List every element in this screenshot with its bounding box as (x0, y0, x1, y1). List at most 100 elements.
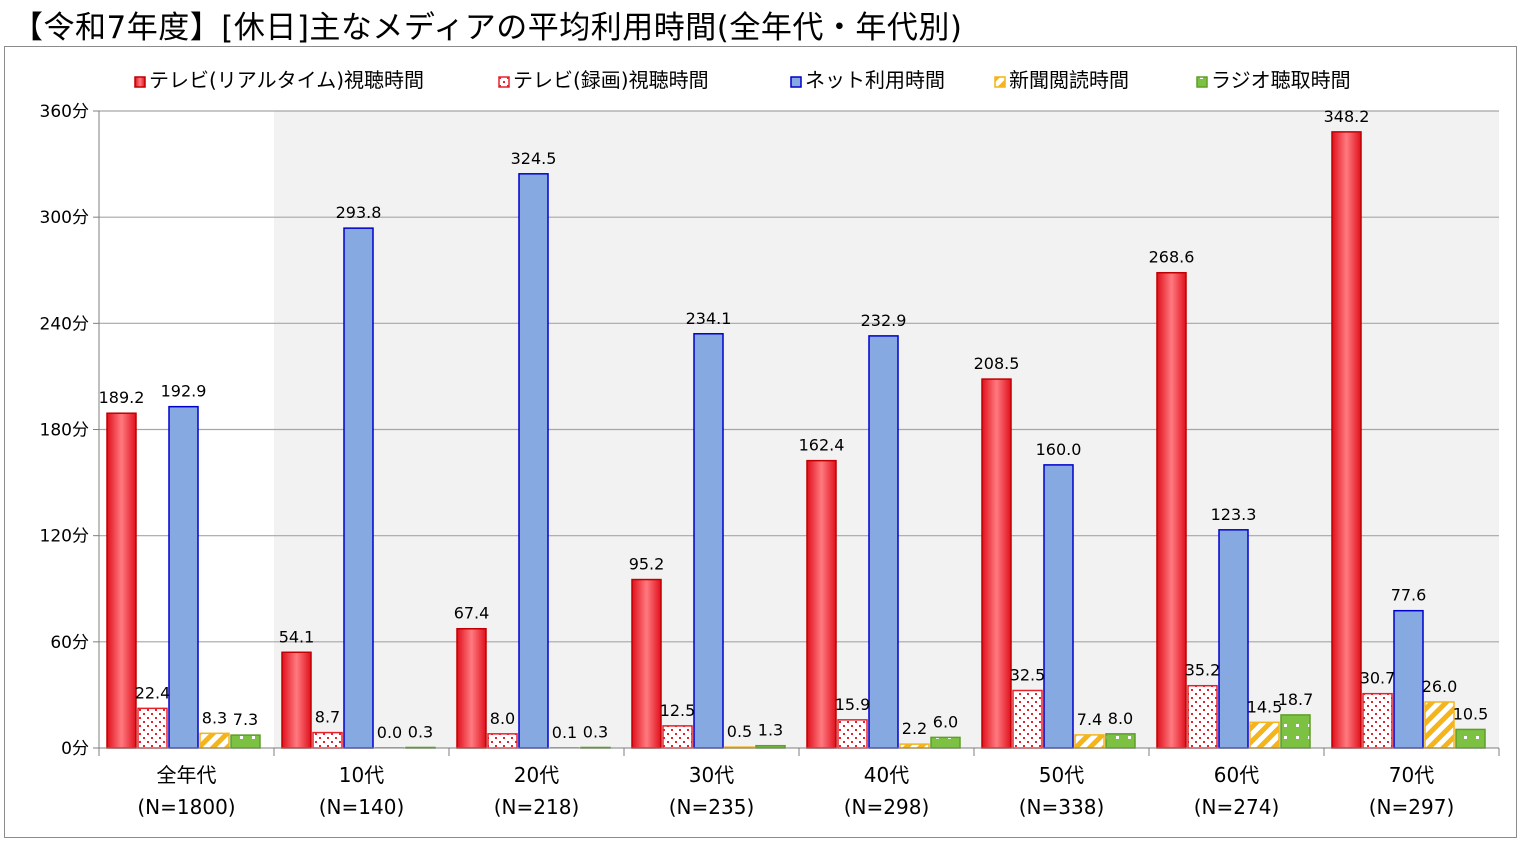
bar (1280, 714, 1311, 749)
bar (168, 405, 199, 749)
bar (456, 627, 487, 749)
category-label: 10代 (339, 763, 384, 787)
data-label: 26.0 (1422, 677, 1458, 696)
bar (518, 173, 549, 749)
data-label: 162.4 (799, 436, 845, 455)
data-label: 2.2 (902, 719, 927, 738)
data-label: 234.1 (686, 309, 732, 328)
data-label: 268.6 (1149, 248, 1195, 267)
category-sublabel: (N=218) (494, 795, 580, 819)
category-label: 60代 (1214, 763, 1259, 787)
data-label: 8.0 (490, 709, 515, 728)
y-tick-label: 60分 (50, 633, 89, 653)
data-label: 54.1 (279, 627, 315, 646)
data-label: 67.4 (454, 604, 490, 623)
bar (312, 731, 343, 749)
data-label: 189.2 (99, 388, 145, 407)
data-label: 348.2 (1324, 107, 1370, 126)
data-label: 1.3 (758, 721, 783, 740)
bar (693, 333, 724, 749)
bar (1455, 728, 1486, 749)
category-label: 40代 (864, 763, 909, 787)
bar (1218, 529, 1249, 749)
y-tick-label: 360分 (40, 102, 89, 122)
bar (1187, 684, 1218, 749)
bar (930, 736, 961, 749)
bar (343, 227, 374, 749)
data-label: 7.4 (1077, 710, 1102, 729)
category-sublabel: (N=297) (1369, 795, 1455, 819)
category-label: 70代 (1389, 763, 1434, 787)
data-label: 7.3 (233, 710, 258, 729)
data-label: 0.5 (727, 722, 752, 741)
legend-swatch (790, 76, 802, 88)
data-label: 15.9 (835, 695, 871, 714)
data-label: 30.7 (1360, 669, 1396, 688)
category-label: 30代 (689, 763, 734, 787)
data-label: 232.9 (861, 311, 907, 330)
bar (837, 719, 868, 749)
data-label: 0.0 (377, 723, 402, 742)
bar (137, 707, 168, 749)
legend-entry: ネット利用時間 (805, 68, 945, 92)
legend-swatch (134, 76, 146, 88)
y-tick-label: 300分 (40, 208, 89, 228)
bar (806, 459, 837, 749)
category-sublabel: (N=1800) (137, 795, 235, 819)
category-label: 全年代 (157, 763, 217, 787)
data-label: 208.5 (974, 354, 1020, 373)
data-label: 0.3 (583, 722, 608, 741)
bar (1362, 692, 1393, 749)
y-tick-label: 120分 (40, 527, 89, 547)
bar (1012, 689, 1043, 749)
bar (1424, 701, 1455, 749)
data-label: 77.6 (1391, 586, 1427, 605)
data-label: 123.3 (1211, 505, 1257, 524)
category-sublabel: (N=298) (844, 795, 930, 819)
category-label: 50代 (1039, 763, 1084, 787)
category-sublabel: (N=274) (1194, 795, 1280, 819)
bar (1105, 733, 1136, 749)
bar (1331, 131, 1362, 749)
bar (1156, 271, 1187, 749)
bar (631, 578, 662, 749)
data-label: 192.9 (161, 382, 207, 401)
data-label: 324.5 (511, 149, 557, 168)
bar (662, 725, 693, 749)
legend-entry: テレビ(リアルタイム)視聴時間 (149, 68, 424, 92)
bar (230, 734, 261, 749)
data-label: 8.0 (1108, 709, 1133, 728)
category-label: 20代 (514, 763, 559, 787)
data-label: 8.7 (315, 708, 340, 727)
bar (281, 651, 312, 749)
bars (106, 131, 1486, 749)
data-label: 12.5 (660, 701, 696, 720)
data-label: 10.5 (1453, 704, 1489, 723)
y-tick-label: 180分 (40, 421, 89, 441)
data-label: 22.4 (135, 683, 171, 702)
data-label: 35.2 (1185, 661, 1221, 680)
value-labels: 189.2 22.4 192.9 8.3 7.3 54.1 8.7 0.0 293.8 0.3 67… (99, 107, 1489, 742)
data-label: 0.3 (408, 722, 433, 741)
data-label: 8.3 (202, 708, 227, 727)
data-label: 6.0 (933, 712, 958, 731)
category-sublabel: (N=338) (1019, 795, 1105, 819)
bar (1074, 734, 1105, 749)
data-label: 95.2 (629, 555, 665, 574)
bar (1249, 721, 1280, 749)
bar (868, 335, 899, 749)
legend: テレビ(リアルタイム)視聴時間 テレビ(録画)視聴時間 ネット利用時間 新聞閲読時間 ラ… (134, 68, 1351, 92)
bar (487, 733, 518, 749)
data-label: 18.7 (1278, 690, 1314, 709)
bar (106, 412, 137, 749)
y-tick-label: 0分 (61, 739, 89, 759)
bar (199, 732, 230, 749)
chart-frame: 0分 60分 120分 180分 240分 300分 360分 全年代 (N=1800) 10代 (… (4, 46, 1517, 838)
data-label: 32.5 (1010, 665, 1046, 684)
legend-entry: ラジオ聴取時間 (1211, 68, 1351, 92)
gridlines (99, 110, 1499, 643)
bar (1393, 609, 1424, 749)
category-sublabel: (N=140) (319, 795, 405, 819)
